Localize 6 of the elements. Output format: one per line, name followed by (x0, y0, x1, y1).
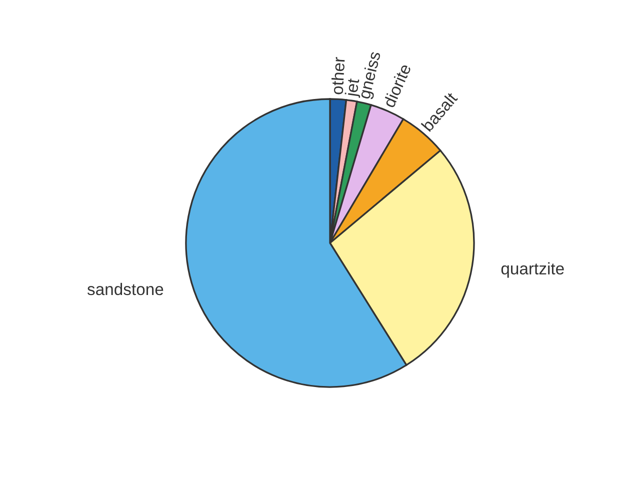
slice-label: quartzite (501, 262, 564, 278)
slice-label: sandstone (87, 282, 164, 296)
slice-label: other (330, 56, 345, 94)
slice-label: gneiss (360, 52, 381, 100)
slice-label: jet (344, 78, 363, 98)
slice-label: diorite (382, 63, 412, 108)
